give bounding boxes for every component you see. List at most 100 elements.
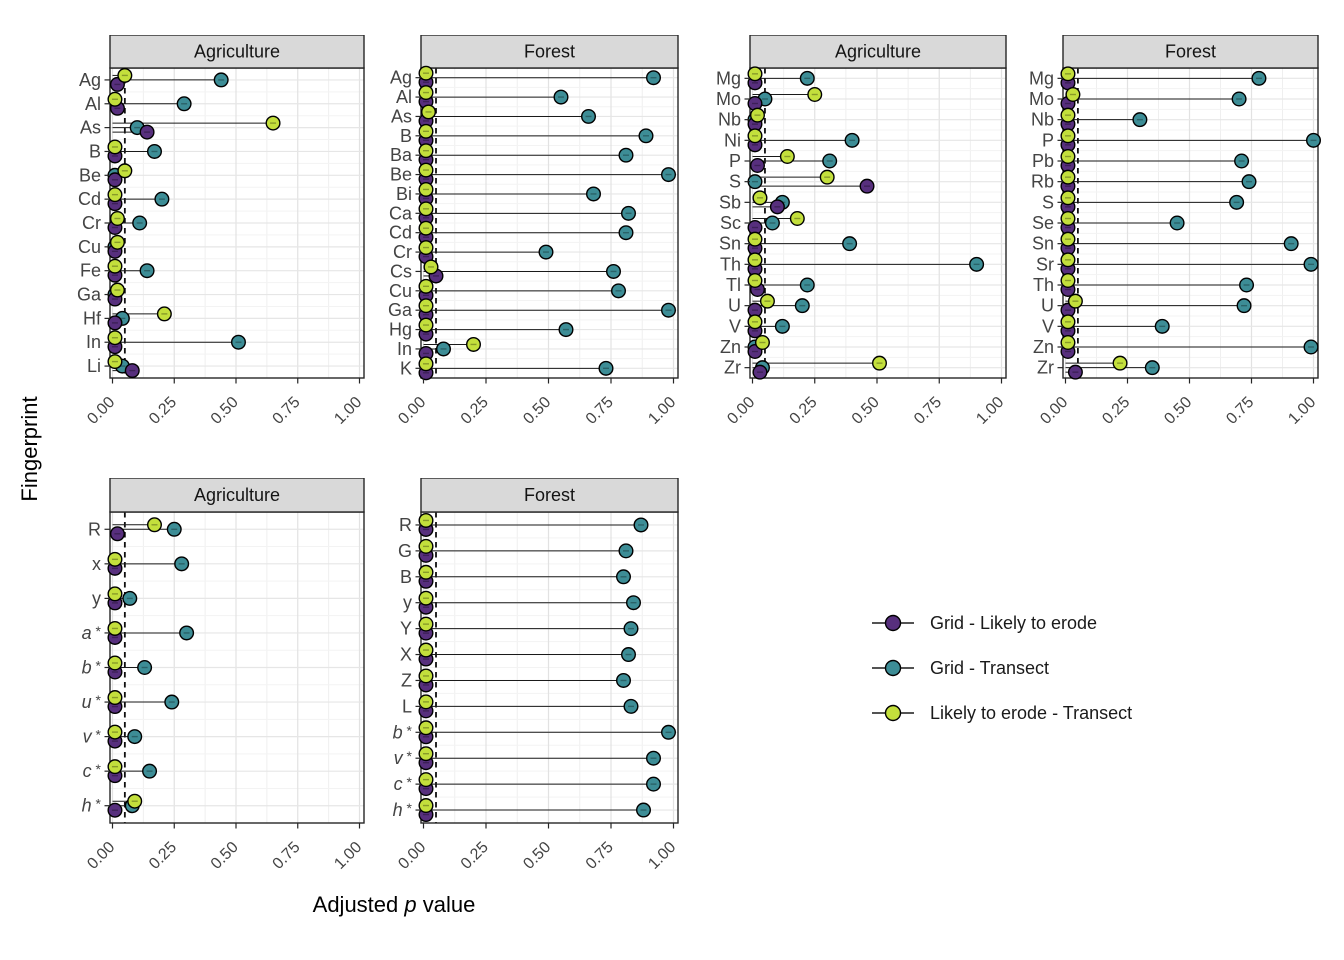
data-point	[418, 642, 434, 658]
data-point	[1060, 252, 1076, 268]
x-tick-label: 0.00	[395, 394, 429, 428]
data-point	[423, 259, 439, 275]
x-tick-label: 0.00	[1037, 394, 1071, 428]
x-tick-label: 0.25	[146, 839, 180, 873]
row-label: Zn	[1033, 337, 1054, 357]
data-point	[626, 595, 642, 611]
row-label: Th	[1033, 275, 1054, 295]
data-point	[418, 668, 434, 684]
data-point	[1144, 360, 1160, 376]
row-label: y	[92, 588, 101, 608]
data-point	[418, 512, 434, 528]
row-label: Sn	[1032, 234, 1054, 254]
x-tick-label: 0.25	[458, 394, 492, 428]
x-tick-label: 1.00	[645, 394, 679, 428]
x-tick-label: 0.75	[583, 394, 617, 428]
row-label: Be	[390, 165, 412, 185]
x-tick-label: 1.00	[645, 839, 679, 873]
x-tick-label: 0.75	[1223, 394, 1257, 428]
x-tick-label: 0.75	[270, 839, 304, 873]
row-label: h *	[393, 800, 413, 820]
data-point	[213, 72, 229, 88]
data-point	[752, 364, 768, 380]
data-point	[174, 556, 190, 572]
data-point	[1132, 112, 1148, 128]
row-label: b *	[393, 722, 413, 742]
data-point	[139, 124, 155, 140]
row-label: Al	[396, 87, 412, 107]
row-label: Hg	[389, 320, 412, 340]
data-point	[1229, 194, 1245, 210]
data-point	[799, 70, 815, 86]
data-point	[1060, 335, 1076, 351]
row-label: Ga	[77, 285, 102, 305]
x-tick-label: 0.50	[208, 839, 242, 873]
legend-key-dot	[884, 614, 902, 632]
legend-label: Grid - Likely to erode	[930, 612, 1098, 633]
data-point	[616, 672, 632, 688]
row-label: x	[92, 554, 101, 574]
row-label: R	[399, 515, 412, 535]
x-tick-label: 0.50	[208, 394, 242, 428]
data-point	[621, 647, 637, 663]
row-label: Ga	[388, 300, 413, 320]
data-point	[633, 517, 649, 533]
row-label: U	[728, 296, 741, 316]
x-tick-label: 0.75	[270, 394, 304, 428]
data-point	[1060, 272, 1076, 288]
row-label: Cd	[389, 223, 412, 243]
row-label: Sn	[719, 234, 741, 254]
x-tick-label: 0.25	[1099, 394, 1133, 428]
data-point	[107, 551, 123, 567]
row-label: u *	[82, 692, 102, 712]
row-label: Se	[1032, 213, 1054, 233]
data-point	[538, 244, 554, 260]
data-point	[418, 143, 434, 159]
data-point	[154, 191, 170, 207]
data-point	[646, 70, 662, 86]
row-label: As	[80, 118, 101, 138]
legend-label: Grid - Transect	[930, 657, 1050, 678]
data-point	[1306, 132, 1322, 148]
data-point	[1241, 174, 1257, 190]
data-point	[859, 178, 875, 194]
data-point	[623, 698, 639, 714]
x-axis-title-post: value	[416, 892, 476, 917]
row-label: G	[398, 541, 412, 561]
data-point	[418, 538, 434, 554]
data-point	[623, 621, 639, 637]
panel-top-agriculture-elements-2: Agriculture Mg Mo Nb Ni P S Sb Sc Sn Th Tl U V Zn Zr 0.0…	[688, 34, 1032, 461]
data-point	[418, 201, 434, 217]
row-label: P	[1042, 130, 1054, 150]
data-point	[1169, 215, 1185, 231]
data-point	[107, 354, 123, 370]
data-point	[435, 341, 451, 357]
row-label: B	[400, 126, 412, 146]
data-point	[799, 277, 815, 293]
row-label: In	[397, 339, 412, 359]
data-point	[1234, 153, 1250, 169]
facet-label: Forest	[524, 485, 575, 505]
facet-label: Forest	[1165, 42, 1216, 62]
row-label: Rb	[1031, 172, 1054, 192]
row-label: Be	[79, 165, 101, 185]
facet-label: Forest	[524, 42, 575, 62]
data-point	[146, 143, 162, 159]
data-point	[127, 729, 143, 745]
row-label: Sr	[1036, 254, 1054, 274]
data-point	[107, 759, 123, 775]
data-point	[421, 104, 437, 120]
data-point	[1251, 70, 1267, 86]
x-tick-label: 0.50	[849, 394, 883, 428]
data-point	[107, 724, 123, 740]
data-point	[759, 293, 775, 309]
row-label: In	[86, 332, 101, 352]
data-point	[109, 282, 125, 298]
data-point	[142, 763, 158, 779]
x-tick-label: 0.00	[84, 839, 118, 873]
x-axis-title-italic-p: p	[404, 892, 417, 917]
data-point	[109, 526, 125, 542]
row-label: X	[400, 645, 412, 665]
row-label: Z	[401, 670, 412, 690]
data-point	[752, 190, 768, 206]
